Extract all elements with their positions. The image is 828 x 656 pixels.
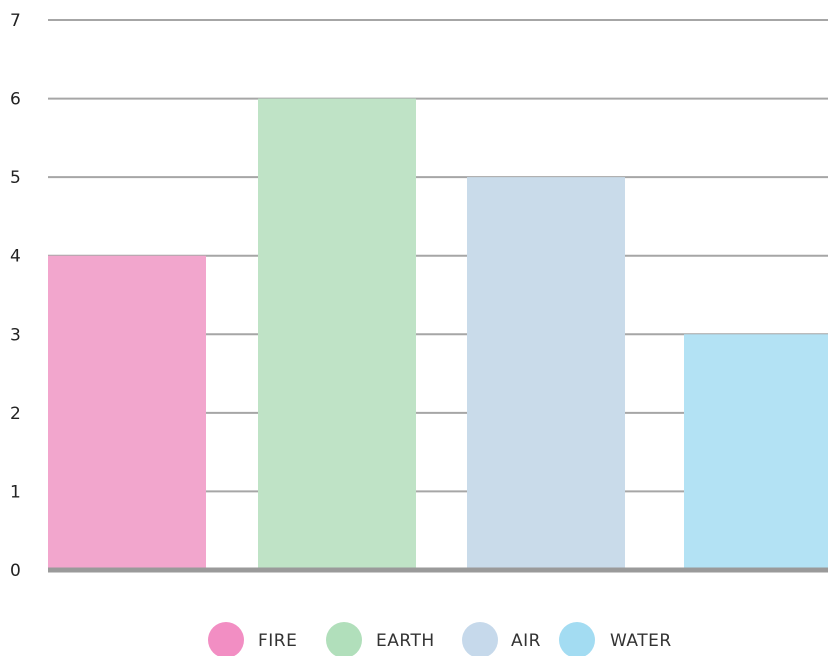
y-tick-label: 3 [10, 325, 21, 345]
legend-label: FIRE [258, 631, 297, 651]
bar-air [467, 177, 625, 570]
y-tick-label: 4 [10, 247, 21, 267]
legend-label: EARTH [376, 631, 435, 651]
legend-item-earth: EARTH [326, 622, 435, 656]
y-tick-label: 1 [10, 482, 21, 502]
legend-swatch [559, 622, 595, 656]
bar-earth [258, 98, 416, 571]
y-tick-label: 5 [10, 168, 21, 188]
legend-swatch [462, 622, 498, 656]
bar-water [684, 334, 828, 570]
y-tick-label: 2 [10, 404, 21, 424]
legend-swatch [326, 622, 362, 656]
y-tick-label: 0 [10, 561, 21, 581]
legend-label: WATER [610, 631, 672, 651]
bar-fire [48, 255, 206, 570]
y-tick-label: 7 [10, 11, 21, 31]
y-axis: 0 1 2 3 4 5 6 7 [10, 11, 828, 581]
legend-item-fire: FIRE [208, 622, 297, 656]
legend-item-water: WATER [559, 622, 672, 656]
legend: FIRE EARTH AIR WATER [208, 622, 672, 656]
y-tick-label: 6 [10, 90, 21, 110]
legend-item-air: AIR [462, 622, 541, 656]
legend-label: AIR [511, 631, 541, 651]
bars [48, 98, 828, 571]
legend-swatch [208, 622, 244, 656]
